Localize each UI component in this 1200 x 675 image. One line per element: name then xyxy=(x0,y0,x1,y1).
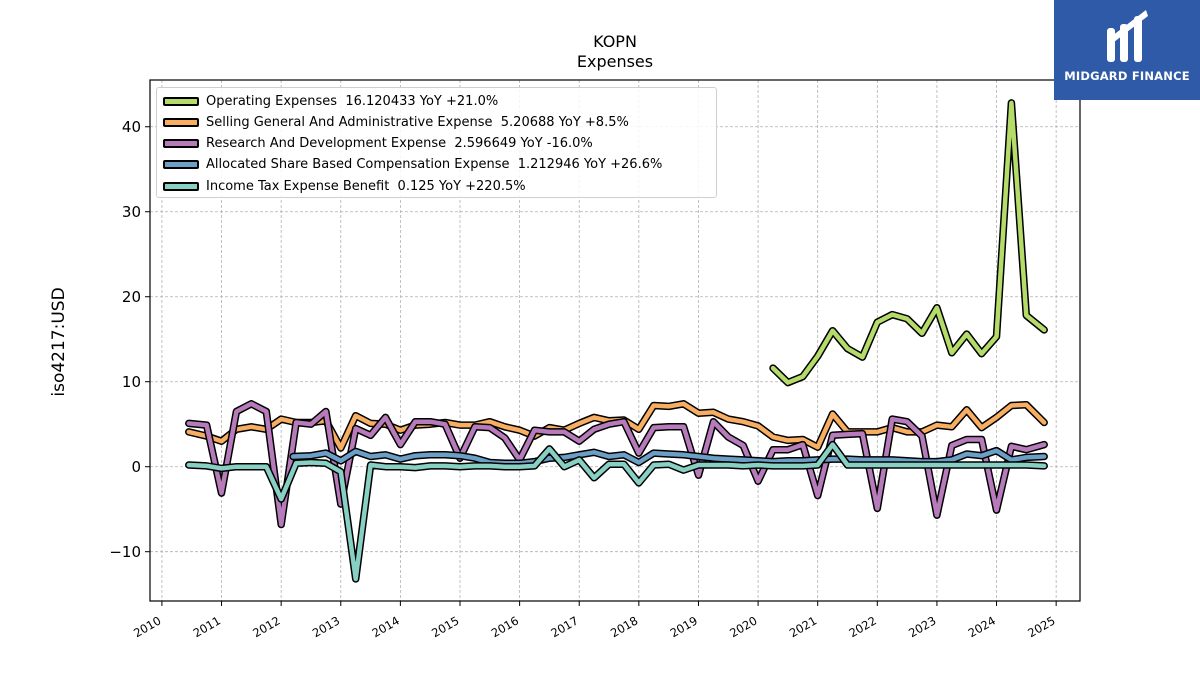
legend-swatch xyxy=(163,117,199,127)
x-tick-label: 2012 xyxy=(250,613,282,640)
y-tick-label: 10 xyxy=(122,373,141,391)
x-tick-label: 2010 xyxy=(131,613,163,640)
x-tick-label: 2018 xyxy=(608,613,640,640)
legend-item: Allocated Share Based Compensation Expen… xyxy=(163,155,662,175)
legend-label: Income Tax Expense Benefit 0.125 YoY +22… xyxy=(206,178,526,194)
y-axis: −10 0 10 20 30 40 xyxy=(109,118,150,561)
series-layer xyxy=(185,99,1048,583)
x-tick-label: 2011 xyxy=(191,613,223,640)
y-tick-label: 40 xyxy=(122,118,141,136)
x-tick-label: 2016 xyxy=(489,613,521,640)
legend-label: Research And Development Expense 2.59664… xyxy=(206,136,593,152)
brand-logo: MIDGARD FINANCE xyxy=(1054,0,1200,100)
y-tick-label: 30 xyxy=(122,203,141,221)
x-tick-label: 2021 xyxy=(787,613,819,640)
x-tick-label: 2015 xyxy=(429,613,461,640)
y-tick-label: 20 xyxy=(122,288,141,306)
legend-swatch xyxy=(163,139,199,149)
legend-label: Operating Expenses 16.120433 YoY +21.0% xyxy=(206,93,499,109)
x-tick-label: 2019 xyxy=(668,613,700,640)
legend: Operating Expenses 16.120433 YoY +21.0% S… xyxy=(156,87,717,198)
chart-subtitle: Expenses xyxy=(576,52,654,71)
logo-mark-icon xyxy=(1107,10,1148,62)
y-tick-label: 0 xyxy=(131,458,141,476)
x-tick-label: 2013 xyxy=(310,613,342,640)
y-axis-label: iso4217:USD xyxy=(49,287,69,396)
y-tick-label: −10 xyxy=(109,543,141,561)
series-line xyxy=(186,442,1047,582)
plot-frame xyxy=(149,79,1081,602)
x-tick-label: 2025 xyxy=(1025,613,1057,640)
legend-item: Selling General And Administrative Expen… xyxy=(163,112,629,132)
x-axis: 2010 2011 2012 2013 2014 2015 2016 2017 2018 2019… xyxy=(131,601,1058,640)
legend-label: Allocated Share Based Compensation Expen… xyxy=(206,157,663,173)
x-tick-label: 2022 xyxy=(846,613,878,640)
legend-swatch xyxy=(163,181,199,191)
x-tick-label: 2017 xyxy=(548,613,580,640)
brand-name: MIDGARD FINANCE xyxy=(1064,69,1190,83)
x-tick-label: 2014 xyxy=(370,613,402,640)
legend-label: Selling General And Administrative Expen… xyxy=(206,114,629,130)
x-tick-label: 2023 xyxy=(906,613,938,640)
legend-swatch xyxy=(163,160,199,170)
legend-item: Research And Development Expense 2.59664… xyxy=(163,134,593,154)
x-tick-label: 2020 xyxy=(727,613,759,640)
x-tick-label: 2024 xyxy=(966,613,998,640)
series-line xyxy=(770,100,1047,385)
chart-title: KOPN xyxy=(593,32,637,51)
legend-item: Income Tax Expense Benefit 0.125 YoY +22… xyxy=(163,176,526,196)
legend-item: Operating Expenses 16.120433 YoY +21.0% xyxy=(163,91,498,111)
legend-swatch xyxy=(163,96,199,106)
